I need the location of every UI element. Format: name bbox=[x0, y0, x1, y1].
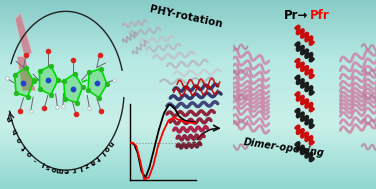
Point bbox=[41, 107, 47, 110]
Point bbox=[70, 58, 76, 61]
Text: o: o bbox=[26, 149, 34, 157]
Point bbox=[48, 93, 54, 96]
Point bbox=[94, 81, 100, 84]
Point bbox=[74, 101, 80, 104]
Point bbox=[111, 79, 117, 82]
Text: h: h bbox=[11, 127, 19, 134]
Point bbox=[97, 53, 103, 56]
Text: o: o bbox=[16, 136, 24, 143]
Point bbox=[60, 104, 66, 107]
Text: Dimer-opening: Dimer-opening bbox=[243, 137, 325, 158]
Point bbox=[70, 87, 76, 90]
Text: i: i bbox=[100, 149, 105, 156]
Point bbox=[98, 67, 104, 70]
Point bbox=[17, 109, 23, 112]
Point bbox=[12, 74, 18, 77]
Point bbox=[72, 72, 78, 75]
Point bbox=[36, 88, 42, 91]
Text: Pfr: Pfr bbox=[310, 9, 330, 22]
Text: i: i bbox=[79, 164, 83, 171]
Text: n: n bbox=[106, 139, 114, 147]
Text: z: z bbox=[83, 161, 90, 168]
Point bbox=[61, 79, 67, 82]
Point bbox=[86, 107, 92, 110]
Text: r: r bbox=[72, 166, 76, 173]
Text: P: P bbox=[7, 114, 15, 121]
Point bbox=[13, 91, 19, 94]
Point bbox=[54, 105, 60, 108]
Point bbox=[24, 95, 30, 98]
Point bbox=[104, 83, 110, 86]
Text: m: m bbox=[56, 166, 64, 173]
Polygon shape bbox=[39, 66, 58, 95]
Polygon shape bbox=[64, 74, 83, 103]
Point bbox=[3, 77, 9, 80]
Polygon shape bbox=[88, 69, 107, 98]
Point bbox=[62, 97, 68, 100]
Text: o: o bbox=[51, 165, 57, 172]
Point bbox=[80, 86, 86, 89]
Polygon shape bbox=[15, 13, 36, 91]
Point bbox=[55, 79, 61, 82]
Point bbox=[20, 81, 26, 84]
Text: o: o bbox=[102, 144, 110, 152]
Text: a: a bbox=[89, 158, 96, 165]
Point bbox=[73, 113, 79, 116]
Point bbox=[85, 89, 91, 92]
Point bbox=[23, 53, 29, 56]
Text: i: i bbox=[41, 160, 45, 167]
Point bbox=[96, 96, 102, 99]
Point bbox=[36, 70, 42, 73]
Point bbox=[86, 71, 92, 74]
Point bbox=[30, 80, 36, 83]
Point bbox=[28, 109, 34, 112]
Point bbox=[45, 50, 51, 53]
Text: t: t bbox=[21, 143, 28, 150]
Text: e: e bbox=[64, 167, 69, 173]
Point bbox=[23, 66, 29, 69]
Point bbox=[48, 64, 54, 67]
Polygon shape bbox=[15, 68, 33, 97]
Point bbox=[98, 109, 104, 112]
Text: s: s bbox=[45, 163, 51, 170]
Point bbox=[45, 79, 51, 82]
Text: Pr→: Pr→ bbox=[284, 9, 308, 22]
Text: -: - bbox=[33, 155, 39, 162]
Text: PHY-rotation: PHY-rotation bbox=[149, 4, 223, 30]
Text: t: t bbox=[94, 154, 101, 161]
